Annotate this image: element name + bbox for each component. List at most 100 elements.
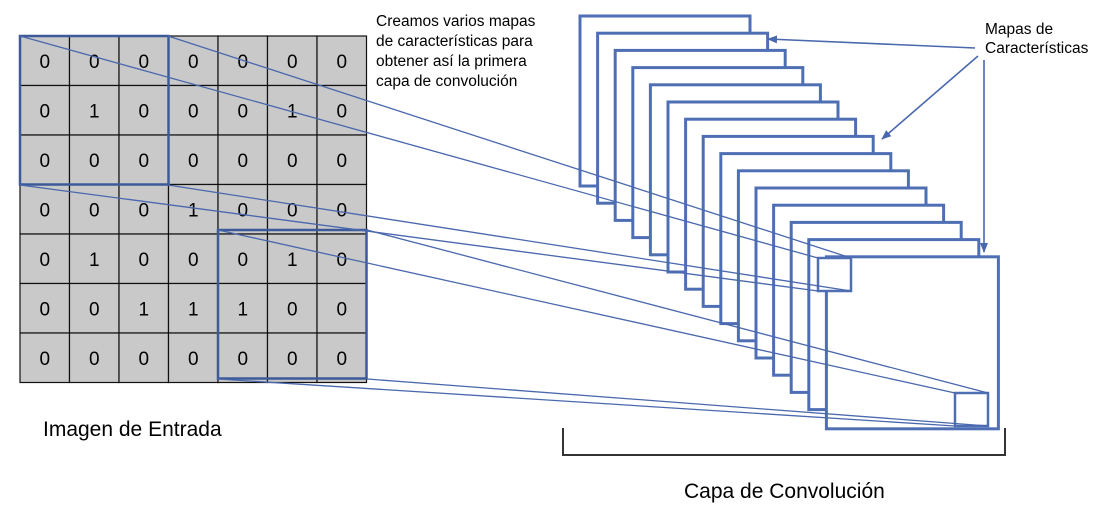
grid-cell: [68, 332, 120, 384]
grid-cell: [266, 332, 318, 384]
grid-cell: [316, 35, 368, 87]
grid-cell: [19, 233, 71, 285]
grid-cell: [68, 282, 120, 334]
output-cell: [816, 256, 853, 293]
grid-cell-value: 0: [89, 299, 100, 320]
grid-cell-value: 1: [237, 299, 248, 320]
grid-cell-value: 0: [39, 250, 50, 271]
projection-line: [366, 229, 989, 394]
receptive-field-bottom-right: [216, 228, 368, 380]
grid-cell: [118, 84, 170, 136]
projection-line: [167, 184, 852, 292]
convolution-bracket: [562, 428, 1006, 456]
grid-cell: [167, 233, 219, 285]
grid-cell-value: 0: [188, 151, 199, 172]
grid-cell-value: 0: [287, 299, 298, 320]
grid-cell-value: 0: [237, 52, 248, 73]
grid-cell: [266, 183, 318, 235]
pointer-arrow: [881, 55, 979, 140]
grid-cell-value: 0: [138, 200, 149, 221]
grid-cell-value: 0: [336, 151, 347, 172]
grid-cell-value: 0: [237, 200, 248, 221]
grid-cell: [118, 332, 170, 384]
pointer-arrow: [767, 35, 976, 49]
grid-cell-value: 0: [237, 349, 248, 370]
feature-maps-label: Mapas de Características: [985, 20, 1088, 58]
grid-cell-value: 1: [89, 250, 100, 271]
grid-cell-value: 0: [336, 349, 347, 370]
grid-cell: [266, 35, 318, 87]
projection-line: [19, 184, 819, 292]
grid-cell-value: 0: [89, 349, 100, 370]
grid-cell-value: 0: [188, 52, 199, 73]
receptive-field-highlights: [18, 34, 368, 380]
note-line: capa de convolución: [376, 73, 518, 90]
bracket: [562, 428, 1006, 456]
grid-cell-value: 0: [237, 250, 248, 271]
grid-cell-value: 0: [138, 151, 149, 172]
maps-label-line: Características: [985, 40, 1089, 57]
grid-cell: [19, 282, 71, 334]
grid-cell: [217, 183, 269, 235]
grid-cell-value: 0: [188, 101, 199, 122]
grid-cell-value: 0: [287, 349, 298, 370]
grid-cell: [316, 233, 368, 285]
grid-cell-value: 0: [138, 52, 149, 73]
grid-cell-value: 0: [39, 151, 50, 172]
grid-cell-value: 0: [138, 250, 149, 271]
grid-cell-value: 0: [89, 151, 100, 172]
grid-cell: [217, 282, 269, 334]
grid-cell-value: 0: [138, 349, 149, 370]
grid-cell-value: 0: [287, 52, 298, 73]
grid-cell: [167, 282, 219, 334]
projection-line: [19, 35, 819, 259]
grid-cell: [266, 134, 318, 186]
grid-cell: [68, 233, 120, 285]
grid-cell: [217, 332, 269, 384]
grid-cell-value: 0: [39, 200, 50, 221]
grid-cell-value: 0: [188, 349, 199, 370]
grid-cell-value: 0: [188, 250, 199, 271]
grid-cell-value: 0: [39, 349, 50, 370]
grid-cell: [316, 134, 368, 186]
projection-line: [366, 378, 989, 427]
grid-cell: [118, 282, 170, 334]
grid-cell: [118, 134, 170, 186]
grid-cell-value: 1: [188, 299, 199, 320]
grid-cell-value: 0: [39, 299, 50, 320]
projection-line: [167, 35, 852, 259]
grid-cell-value: 0: [336, 200, 347, 221]
convolution-layer-title: Capa de Convolución: [684, 480, 885, 503]
grid-cell-value: 0: [89, 200, 100, 221]
input-grid: 0000000010001000000000001000010001000111…: [19, 35, 368, 384]
grid-cell-value: 0: [336, 299, 347, 320]
grid-cell-value: 1: [188, 200, 199, 221]
maps-label-arrows: [767, 35, 988, 253]
grid-cell-value: 0: [336, 250, 347, 271]
feature-maps-note: Creamos varios mapas de características …: [376, 12, 576, 92]
projection-lines: [19, 35, 989, 427]
grid-cell-value: 0: [237, 101, 248, 122]
projection-line: [217, 229, 956, 394]
grid-cell: [316, 332, 368, 384]
grid-cell-value: 0: [287, 200, 298, 221]
grid-cell: [167, 183, 219, 235]
feature-map-stack: [578, 14, 1000, 431]
grid-cell: [19, 84, 71, 136]
note-line: obtener así la primera: [376, 53, 527, 70]
grid-cell-value: 0: [39, 101, 50, 122]
grid-cell-value: 0: [336, 101, 347, 122]
grid-cell: [167, 84, 219, 136]
grid-cell-value: 1: [138, 299, 149, 320]
grid-cell-value: 0: [287, 151, 298, 172]
grid-cell-value: 0: [89, 52, 100, 73]
note-line: de características para: [376, 33, 533, 50]
output-cell: [953, 391, 990, 428]
grid-cell: [68, 134, 120, 186]
grid-cell-value: 1: [89, 101, 100, 122]
note-line: Creamos varios mapas: [376, 13, 536, 30]
projection-line: [217, 378, 956, 427]
grid-cell-value: 0: [138, 101, 149, 122]
maps-label-line: Mapas de: [985, 21, 1054, 38]
receptive-field-top-left: [18, 34, 170, 186]
